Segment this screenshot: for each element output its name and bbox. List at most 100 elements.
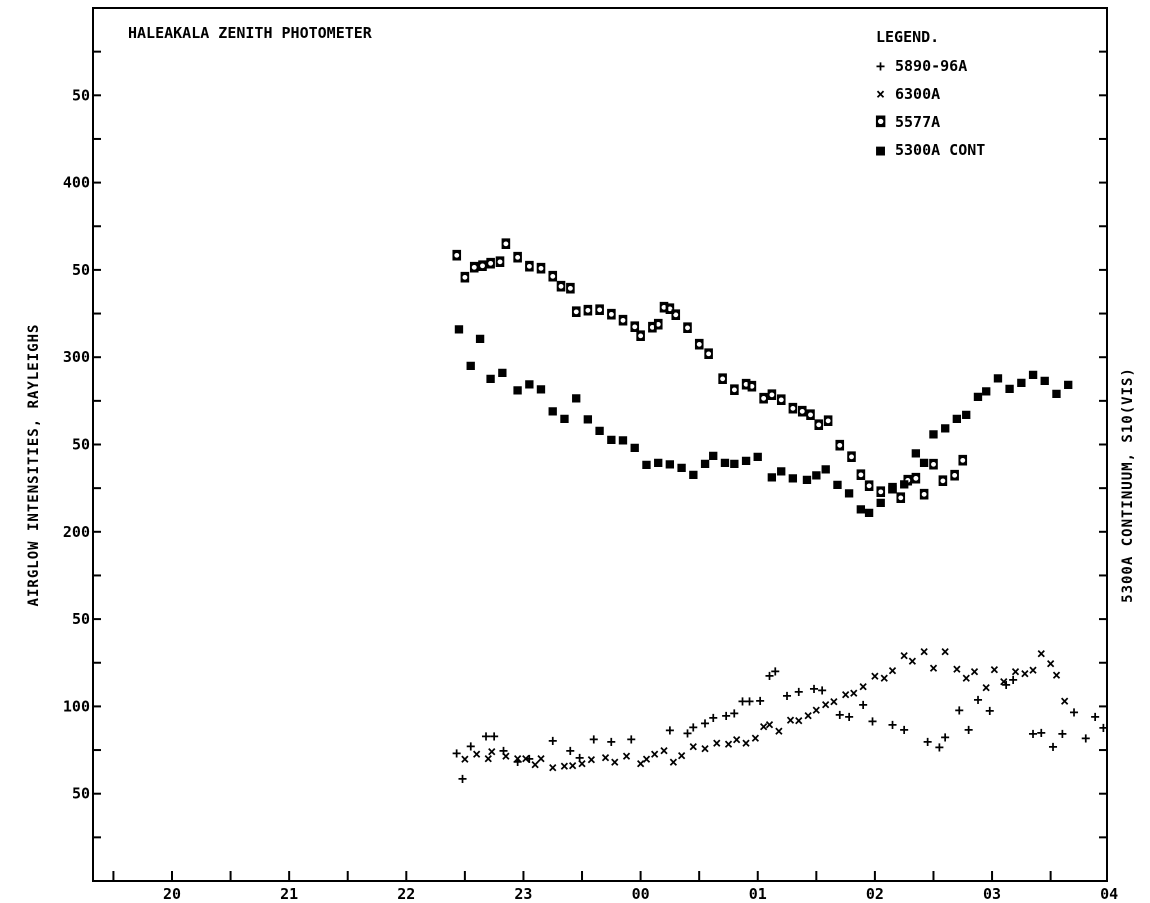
point-5577: ◘ <box>495 255 505 271</box>
point-5890: + <box>888 716 897 734</box>
point-5577: ◘ <box>741 378 751 394</box>
point-5890: + <box>964 721 973 739</box>
point-5577: ◘ <box>928 457 938 473</box>
point-5890: + <box>765 667 774 685</box>
point-5890: + <box>458 770 467 788</box>
point-5890: + <box>730 704 739 722</box>
point-5300-cont: ■ <box>537 381 546 397</box>
point-5577: ◘ <box>864 479 874 495</box>
point-6300: × <box>870 667 879 685</box>
point-6300: × <box>1052 666 1061 684</box>
point-5300-cont: ■ <box>1052 386 1061 402</box>
point-6300: × <box>724 735 733 753</box>
point-5300-cont: ■ <box>689 467 698 483</box>
point-5890: + <box>783 686 792 704</box>
point-5300-cont: ■ <box>994 370 1003 386</box>
point-5577: ◘ <box>565 281 575 297</box>
point-5300-cont: ■ <box>789 470 798 486</box>
point-5300-cont: ■ <box>654 455 663 471</box>
legend: LEGEND. + 5890-96A × 6300A ◘ 5577A ■ 530… <box>875 28 985 159</box>
point-5890: + <box>481 727 490 745</box>
point-5577: ◘ <box>524 259 534 275</box>
point-5577: ◘ <box>823 414 833 430</box>
point-5577: ◘ <box>694 338 704 354</box>
y-tick-label: 50 <box>72 436 90 454</box>
point-5300-cont: ■ <box>982 383 991 399</box>
legend-label-5890: 5890-96A <box>895 57 967 75</box>
point-5890: + <box>689 718 698 736</box>
point-5890: + <box>701 714 710 732</box>
point-5890: + <box>499 742 508 760</box>
x-tick-label: 02 <box>866 885 884 903</box>
point-5300-cont: ■ <box>595 423 604 439</box>
point-5300-cont: ■ <box>754 449 763 465</box>
point-5577: ◘ <box>635 329 645 345</box>
plot-marks: ++++ +++ +++ ++ + + + ++ + + + +++ ++++ + + ++ +++ + ++ +++… <box>451 237 1107 788</box>
point-5577: ◘ <box>512 250 522 266</box>
point-5577: ◘ <box>758 391 768 407</box>
point-5300-cont: ■ <box>549 403 558 419</box>
point-6300: × <box>660 742 669 760</box>
point-5890: + <box>985 702 994 720</box>
point-5577: ◘ <box>729 383 739 399</box>
point-5577: ◘ <box>606 308 616 324</box>
point-5890: + <box>1058 725 1067 743</box>
point-5577: ◘ <box>747 379 757 395</box>
point-5300-cont: ■ <box>1029 367 1038 383</box>
point-6300: × <box>841 686 850 704</box>
point-5890: + <box>794 682 803 700</box>
point-5890: + <box>1002 675 1011 693</box>
point-5577: ◘ <box>902 474 912 490</box>
point-5300-cont: ■ <box>677 459 686 475</box>
point-6300: × <box>952 660 961 678</box>
point-5890: + <box>1081 729 1090 747</box>
point-5300-cont: ■ <box>742 453 751 469</box>
point-5890: + <box>1091 708 1100 726</box>
point-5300-cont: ■ <box>560 411 569 427</box>
point-5890: + <box>1099 719 1108 737</box>
point-6300: × <box>484 749 493 767</box>
point-5577: ◘ <box>618 313 628 329</box>
point-5577: ◘ <box>876 485 886 501</box>
point-6300: × <box>487 743 496 761</box>
point-6300: × <box>1011 663 1020 681</box>
point-5577: ◘ <box>887 482 897 498</box>
y-tick-label: 50 <box>72 785 90 803</box>
point-5890: + <box>845 707 854 725</box>
point-6300: × <box>962 669 971 687</box>
point-6300: × <box>880 669 889 687</box>
point-5300-cont: ■ <box>730 456 739 472</box>
point-5890: + <box>1009 671 1018 689</box>
point-5577: ◘ <box>682 321 692 337</box>
point-6300: × <box>1029 661 1038 679</box>
point-5890: + <box>973 690 982 708</box>
point-5577: ◘ <box>594 303 604 319</box>
point-5300-cont: ■ <box>525 376 534 392</box>
point-5577: ◘ <box>797 405 807 421</box>
point-5890: + <box>627 730 636 748</box>
point-5577: ◘ <box>630 320 640 336</box>
point-5300-cont: ■ <box>455 321 464 337</box>
point-6300: × <box>999 673 1008 691</box>
point-5890: + <box>709 709 718 727</box>
point-5577: ◘ <box>776 393 786 409</box>
point-6300: × <box>501 747 510 765</box>
point-6300: × <box>560 757 569 775</box>
point-5300-cont: ■ <box>467 357 476 373</box>
point-5890: + <box>466 737 475 755</box>
y-tick-label: 50 <box>72 261 90 279</box>
legend-label-5577: 5577A <box>895 113 940 131</box>
point-5577: ◘ <box>938 474 948 490</box>
point-5890: + <box>607 733 616 751</box>
point-5890: + <box>941 728 950 746</box>
point-5890: + <box>955 701 964 719</box>
point-5300-cont: ■ <box>572 390 581 406</box>
point-5300-cont: ■ <box>803 471 812 487</box>
point-5890: + <box>665 721 674 739</box>
y-tick-label: 50 <box>72 86 90 104</box>
point-5890: + <box>756 691 765 709</box>
point-6300: × <box>888 662 897 680</box>
y-tick-label: 200 <box>63 523 90 541</box>
point-5890: + <box>525 749 534 767</box>
